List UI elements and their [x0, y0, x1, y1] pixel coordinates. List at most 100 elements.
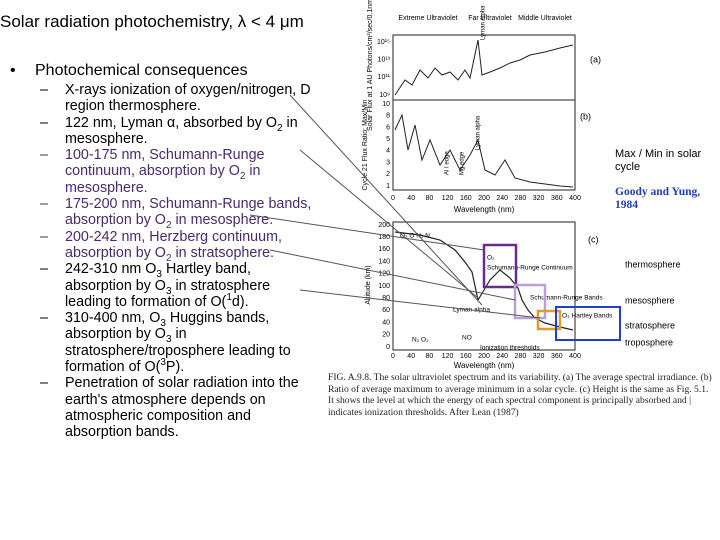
- text-run: in stratosphere leading to formation of …: [65, 277, 271, 310]
- x-tick-label: 120: [442, 195, 454, 202]
- y-tick-label: 100: [378, 283, 390, 290]
- annotation: NO: [462, 335, 472, 342]
- y-tick-label: 60: [382, 307, 390, 314]
- annotation: O₂: [487, 255, 495, 262]
- x-axis-label: Wavelength (nm): [454, 205, 515, 214]
- sub-bullet-list: – X-rays ionization of oxygen/nitrogen, D…: [40, 82, 315, 441]
- text-run: Penetration of solar radiation into the …: [65, 375, 299, 441]
- y-tick-label: 40: [382, 319, 390, 326]
- x-tick-label: 240: [496, 353, 508, 360]
- y-axis-label: Altitude (km): [365, 265, 372, 304]
- text-run: Hartley band, absorption by O: [65, 261, 251, 294]
- panel-label: (b): [580, 111, 591, 121]
- x-tick-label: 0: [391, 195, 395, 202]
- y-tick-label: 180: [378, 234, 390, 241]
- highlight-box: [536, 309, 562, 331]
- sub-bullet: –200-242 nm, Herzberg continuum, absorpt…: [40, 228, 315, 264]
- y-tick-label: 160: [378, 246, 390, 253]
- y-tick-label: 200: [378, 222, 390, 229]
- bullet-marker: •: [10, 62, 16, 79]
- annotation: Schumann-Runge Bands: [530, 295, 603, 302]
- text-run: 200-242 nm, Herzberg continuum, absorpti…: [65, 228, 282, 261]
- region-label: Far Ultraviolet: [468, 15, 512, 22]
- x-tick-label: 200: [478, 195, 490, 202]
- x-tick-label: 240: [496, 195, 508, 202]
- text-run: 100-175 nm, Schumann-Runge continuum, ab…: [65, 147, 265, 180]
- x-tick-label: 80: [426, 353, 434, 360]
- x-tick-label: 280: [515, 195, 527, 202]
- spectrum-curve: [394, 39, 574, 96]
- y-tick-label: 3: [386, 159, 390, 166]
- sub-bullet: –122 nm, Lyman α, absorbed by O2 in meso…: [40, 115, 315, 148]
- text-run: P).: [165, 359, 185, 376]
- annotation: O₃ Hartley Bands: [562, 313, 613, 320]
- x-tick-label: 360: [551, 195, 563, 202]
- text-run: in mesosphere.: [171, 212, 274, 229]
- annotation: Mg edge: [460, 151, 466, 175]
- x-tick-label: 320: [533, 353, 545, 360]
- y-tick-label: 10¹⁵: [377, 39, 390, 46]
- x-axis-label: Wavelength (nm): [454, 361, 515, 370]
- highlight-box: [555, 306, 621, 341]
- text-run: 310-400 nm, O: [65, 310, 161, 327]
- annotation: O₂ O N₂ N: [400, 233, 430, 240]
- y-tick-label: 4: [386, 148, 390, 155]
- text-run: 3: [165, 334, 172, 346]
- panel-b-frame: [392, 99, 576, 191]
- y-axis-label: Solar Flux at 1 AU Photons/cm²/sec/0.1nm: [367, 0, 374, 131]
- text-run: 2: [165, 220, 172, 232]
- panel-c-frame: [392, 221, 576, 351]
- text-run: 175-200 nm, Schumann-Runge bands, absorp…: [65, 196, 312, 229]
- x-tick-label: 40: [407, 195, 415, 202]
- x-tick-label: 160: [460, 353, 472, 360]
- sub-bullet: – X-rays ionization of oxygen/nitrogen, D…: [40, 82, 315, 115]
- text-run: 242-310 nm O: [65, 261, 157, 278]
- sub-bullet: –100-175 nm, Schumann-Runge continuum, a…: [40, 147, 315, 196]
- dash: –: [40, 261, 48, 278]
- text-run: in mesosphere.: [65, 114, 298, 147]
- text-run: X-rays ionization of oxygen/nitrogen, D …: [65, 82, 311, 115]
- annotation: Lyman alpha: [476, 115, 482, 150]
- figure-caption: FIG. A.9.8. The solar ultraviolet spectr…: [328, 372, 712, 418]
- y-tick-label: 120: [378, 271, 390, 278]
- pointer-line: [299, 149, 479, 299]
- sub-bullet: –175-200 nm, Schumann-Runge bands, absor…: [40, 196, 315, 232]
- text-run: 3: [165, 285, 172, 297]
- text-run: Huggins bands, absorption by O: [65, 310, 270, 343]
- x-tick-label: 280: [515, 353, 527, 360]
- sub-bullet: – Penetration of solar radiation into the…: [40, 375, 315, 440]
- text-run: in stratsophere.: [171, 244, 275, 261]
- x-tick-label: 0: [391, 353, 395, 360]
- text-run: in mesosphere.: [65, 163, 261, 196]
- y-tick-label: 1: [386, 183, 390, 190]
- text-run: 2: [165, 252, 172, 264]
- layer-label: stratosphere: [625, 320, 675, 330]
- dash: –: [40, 228, 48, 245]
- text-run: 122 nm, Lyman α, absorbed by O: [65, 114, 277, 131]
- layer-label: thermosphere: [625, 259, 681, 269]
- x-tick-label: 400: [569, 353, 581, 360]
- x-tick-label: 400: [569, 195, 581, 202]
- annotation: Schumann-Runge Continuum: [487, 265, 573, 272]
- y-tick-label: 10⁹: [379, 92, 390, 99]
- region-label: Middle Ultraviolet: [518, 15, 572, 22]
- y-tick-label: 20: [382, 332, 390, 339]
- source-note: Goody and Yung, 1984: [615, 186, 701, 211]
- highlight-box: [513, 283, 547, 320]
- panel-a-frame: [392, 34, 576, 101]
- dash: –: [40, 375, 48, 392]
- text-run: d).: [231, 293, 249, 310]
- sub-bullet: –310-400 nm, O 3 Huggins bands, absorptio…: [40, 310, 315, 375]
- x-tick-label: 80: [426, 195, 434, 202]
- x-tick-label: 160: [460, 195, 472, 202]
- layer-label: troposphere: [625, 337, 673, 347]
- text-run: 2: [276, 122, 283, 134]
- text-run: 3: [160, 357, 166, 369]
- dash: –: [40, 310, 48, 327]
- slide-title: Solar radiation photochemistry, λ < 4 μm: [0, 12, 304, 31]
- y-tick-label: 6: [386, 124, 390, 131]
- dash: –: [40, 196, 48, 213]
- text-run: 1: [226, 292, 232, 304]
- y-tick-label: 10¹¹: [378, 74, 391, 81]
